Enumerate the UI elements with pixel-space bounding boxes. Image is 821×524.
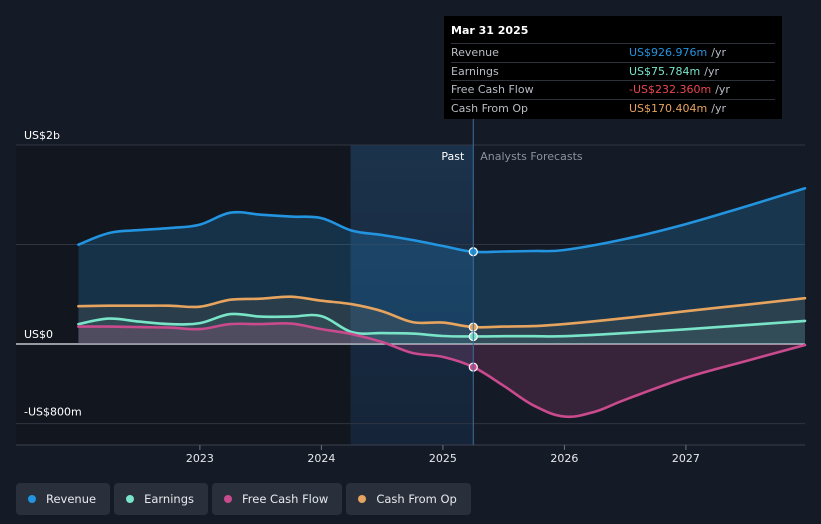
tooltip-date: Mar 31 2025 [451,24,529,37]
x-tick-label: 2026 [550,452,578,465]
x-tick-label: 2024 [307,452,335,465]
y-tick-label: -US$800m [24,406,82,419]
legend-item-free-cash-flow[interactable]: Free Cash Flow [212,483,343,515]
forecast-label: Analysts Forecasts [480,150,583,163]
legend-label: Cash From Op [376,492,457,506]
legend-item-cash-from-op[interactable]: Cash From Op [346,483,471,515]
tooltip: Mar 31 2025 Revenue US$926.976m /yr Earn… [444,16,782,119]
legend-dot-icon [358,495,367,503]
tooltip-label: Free Cash Flow [451,83,534,96]
tooltip-unit: /yr [711,101,726,115]
tooltip-value: US$75.784m [629,64,701,78]
x-tick-label: 2025 [429,452,457,465]
tooltip-label: Revenue [451,46,499,59]
tooltip-label: Earnings [451,64,499,78]
tooltip-unit: /yr [704,64,719,78]
tooltip-value: US$926.976m [629,46,708,59]
tooltip-row-revenue: Revenue US$926.976m /yr [451,43,775,62]
line-cash-from-op [77,295,807,329]
tooltip-unit: /yr [711,46,726,59]
area-earnings [78,313,805,344]
past-history-shade [16,145,351,445]
line-revenue [77,187,807,254]
tooltip-label: Cash From Op [451,101,529,115]
past-highlight-band [350,145,474,445]
tooltip-row-free-cash-flow: Free Cash Flow -US$232.360m /yr [451,80,775,99]
legend-item-earnings[interactable]: Earnings [114,483,208,515]
past-label: Past [441,150,465,163]
tooltip-value: -US$232.360m [629,83,712,96]
legend-item-revenue[interactable]: Revenue [16,483,111,515]
area-free-cash-flow [78,323,805,417]
legend-label: Free Cash Flow [242,492,329,506]
x-tick-label: 2027 [672,452,700,465]
legend-label: Revenue [46,492,97,506]
y-tick-label: US$0 [24,328,53,341]
y-tick-label: US$2b [24,129,60,142]
legend-dot-icon [126,495,135,503]
x-tick-label: 2023 [186,452,214,465]
legend-label: Earnings [144,492,194,506]
line-earnings [77,312,807,338]
tooltip-value: US$170.404m [629,101,708,115]
tooltip-unit: /yr [715,83,730,96]
legend-dot-icon [28,495,36,503]
tooltip-row-earnings: Earnings US$75.784m /yr [451,61,775,81]
line-free-cash-flow [77,321,807,419]
legend-dot-icon [224,495,232,503]
area-revenue [78,188,805,344]
tooltip-row-cash-from-op: Cash From Op US$170.404m /yr [451,98,775,118]
legend: Revenue Earnings Free Cash Flow Cash Fro… [16,483,471,515]
